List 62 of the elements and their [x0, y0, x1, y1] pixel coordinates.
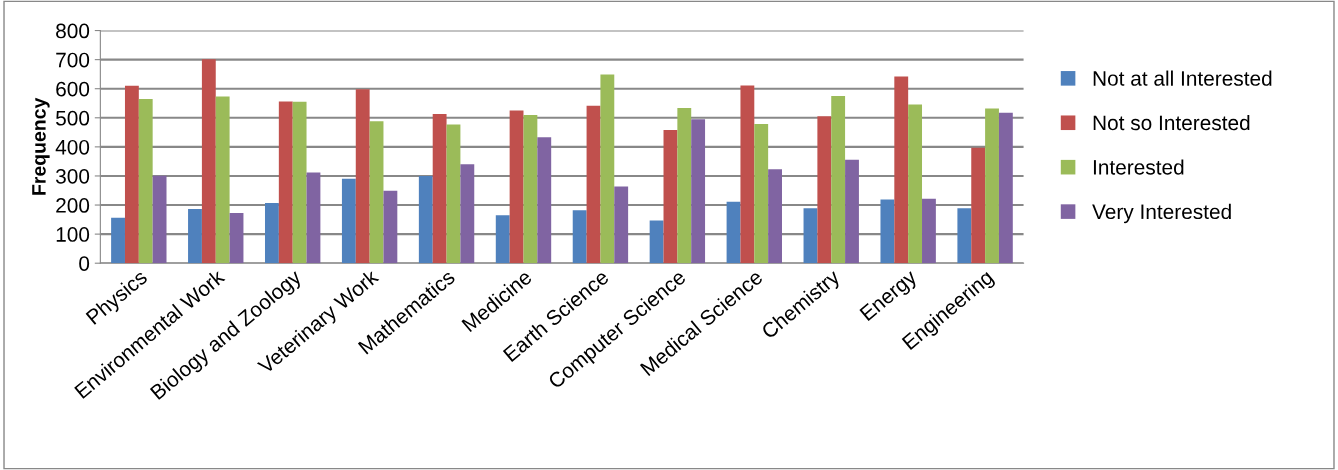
bar: [572, 210, 587, 264]
bar: [691, 119, 706, 264]
bar: [985, 108, 999, 264]
legend-label: Very Interested: [1092, 203, 1231, 224]
bar: [663, 130, 678, 264]
bar: [418, 175, 433, 264]
bar: [306, 172, 321, 264]
y-tick-label: 400: [55, 139, 90, 155]
bar: [152, 175, 167, 264]
bar: [880, 199, 895, 264]
bar: [957, 208, 972, 264]
y-tick-label: 200: [56, 198, 90, 213]
bar: [124, 85, 139, 264]
y-tick-label: 600: [56, 81, 90, 97]
bar: [432, 114, 447, 264]
bar: [215, 96, 230, 264]
bar: [803, 208, 818, 264]
bar: [649, 220, 664, 264]
bar: [341, 178, 356, 264]
bar: [600, 74, 615, 264]
bar: [460, 164, 475, 264]
legend-label: Interested: [1093, 159, 1184, 175]
bar: [831, 95, 846, 264]
bar: [908, 104, 923, 264]
bar: [754, 123, 769, 264]
bar: [537, 137, 552, 264]
bar: [922, 198, 936, 264]
bar: [278, 101, 293, 264]
bar: [355, 89, 370, 264]
y-tick-label: 300: [55, 168, 90, 184]
bar: [229, 212, 244, 264]
bar: [369, 121, 384, 264]
bar: [495, 215, 510, 264]
bar: [894, 76, 909, 264]
y-tick-label: 0: [79, 256, 90, 271]
bar: [726, 201, 741, 264]
legend-label: Not so Interested: [1093, 114, 1250, 131]
bar: [614, 186, 629, 264]
bar: [586, 105, 601, 264]
bar: [998, 112, 1013, 264]
y-tick-label: 800: [56, 23, 90, 39]
y-tick-label: 500: [56, 110, 90, 126]
bar: [446, 124, 461, 264]
bar: [264, 203, 279, 264]
bar: [292, 101, 307, 264]
bar: [740, 85, 755, 264]
y-tick-label: 700: [56, 52, 90, 68]
bar: [138, 98, 153, 264]
bar: [523, 114, 538, 264]
bar: [201, 59, 216, 264]
bar: [971, 147, 986, 264]
bar: [845, 159, 859, 264]
bar: [383, 190, 398, 264]
legend-label: Not at all Interested: [1093, 70, 1272, 86]
bar: [509, 110, 524, 264]
bar: [817, 116, 832, 264]
bar: [677, 107, 692, 264]
bar: [188, 209, 202, 264]
bar: [768, 169, 782, 264]
y-axis-title: Frequency: [32, 97, 50, 195]
y-tick-label: 100: [56, 227, 90, 242]
bar: [111, 217, 125, 264]
